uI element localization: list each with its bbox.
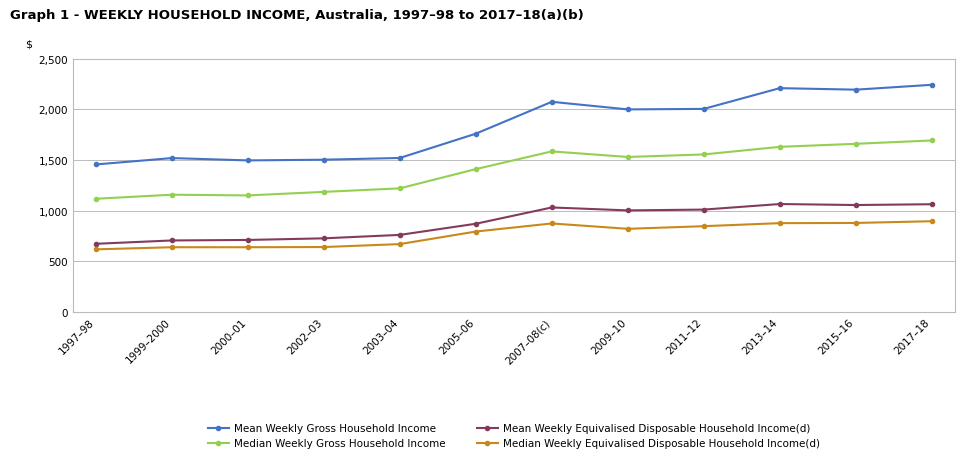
Median Weekly Equivalised Disposable Household Income(d): [318, 245, 329, 250]
Y-axis label: $: $: [25, 39, 32, 50]
Mean Weekly Gross Household Income: [469, 132, 481, 137]
Median Weekly Equivalised Disposable Household Income(d): [926, 219, 938, 224]
Line: Median Weekly Gross Household Income: Median Weekly Gross Household Income: [94, 139, 934, 202]
Median Weekly Equivalised Disposable Household Income(d): [698, 224, 710, 230]
Line: Mean Weekly Equivalised Disposable Household Income(d): Mean Weekly Equivalised Disposable House…: [94, 202, 934, 246]
Median Weekly Equivalised Disposable Household Income(d): [90, 247, 101, 252]
Mean Weekly Equivalised Disposable Household Income(d): [166, 238, 177, 244]
Mean Weekly Equivalised Disposable Household Income(d): [850, 203, 862, 208]
Line: Mean Weekly Gross Household Income: Mean Weekly Gross Household Income: [94, 84, 934, 167]
Median Weekly Gross Household Income: [926, 139, 938, 144]
Mean Weekly Equivalised Disposable Household Income(d): [546, 205, 558, 211]
Median Weekly Equivalised Disposable Household Income(d): [850, 221, 862, 226]
Mean Weekly Equivalised Disposable Household Income(d): [469, 222, 481, 227]
Mean Weekly Gross Household Income: [546, 100, 558, 105]
Median Weekly Gross Household Income: [622, 155, 634, 160]
Median Weekly Gross Household Income: [698, 152, 710, 158]
Mean Weekly Equivalised Disposable Household Income(d): [393, 233, 405, 238]
Mean Weekly Gross Household Income: [622, 107, 634, 113]
Median Weekly Gross Household Income: [469, 167, 481, 173]
Median Weekly Gross Household Income: [850, 142, 862, 147]
Mean Weekly Gross Household Income: [393, 156, 405, 162]
Median Weekly Gross Household Income: [90, 196, 101, 202]
Legend: Mean Weekly Gross Household Income, Median Weekly Gross Household Income, Mean W: Mean Weekly Gross Household Income, Medi…: [207, 423, 820, 448]
Median Weekly Equivalised Disposable Household Income(d): [622, 227, 634, 232]
Median Weekly Gross Household Income: [166, 192, 177, 198]
Mean Weekly Equivalised Disposable Household Income(d): [774, 202, 786, 207]
Mean Weekly Equivalised Disposable Household Income(d): [242, 238, 253, 243]
Median Weekly Equivalised Disposable Household Income(d): [166, 245, 177, 251]
Median Weekly Gross Household Income: [393, 186, 405, 192]
Median Weekly Equivalised Disposable Household Income(d): [469, 230, 481, 235]
Median Weekly Equivalised Disposable Household Income(d): [774, 221, 786, 226]
Median Weekly Gross Household Income: [242, 193, 253, 199]
Mean Weekly Equivalised Disposable Household Income(d): [698, 207, 710, 213]
Line: Median Weekly Equivalised Disposable Household Income(d): Median Weekly Equivalised Disposable Hou…: [94, 220, 934, 252]
Median Weekly Gross Household Income: [546, 149, 558, 155]
Median Weekly Equivalised Disposable Household Income(d): [393, 242, 405, 247]
Mean Weekly Gross Household Income: [166, 156, 177, 162]
Mean Weekly Equivalised Disposable Household Income(d): [622, 208, 634, 214]
Median Weekly Equivalised Disposable Household Income(d): [242, 245, 253, 251]
Mean Weekly Equivalised Disposable Household Income(d): [90, 241, 101, 247]
Median Weekly Equivalised Disposable Household Income(d): [546, 221, 558, 227]
Median Weekly Gross Household Income: [318, 190, 329, 195]
Median Weekly Gross Household Income: [774, 145, 786, 150]
Text: Graph 1 - WEEKLY HOUSEHOLD INCOME, Australia, 1997–98 to 2017–18(a)(b): Graph 1 - WEEKLY HOUSEHOLD INCOME, Austr…: [10, 9, 583, 22]
Mean Weekly Equivalised Disposable Household Income(d): [318, 236, 329, 241]
Mean Weekly Equivalised Disposable Household Income(d): [926, 202, 938, 207]
Mean Weekly Gross Household Income: [926, 83, 938, 89]
Mean Weekly Gross Household Income: [318, 157, 329, 163]
Mean Weekly Gross Household Income: [850, 88, 862, 93]
Mean Weekly Gross Household Income: [90, 162, 101, 168]
Mean Weekly Gross Household Income: [242, 158, 253, 164]
Mean Weekly Gross Household Income: [698, 107, 710, 112]
Mean Weekly Gross Household Income: [774, 86, 786, 92]
